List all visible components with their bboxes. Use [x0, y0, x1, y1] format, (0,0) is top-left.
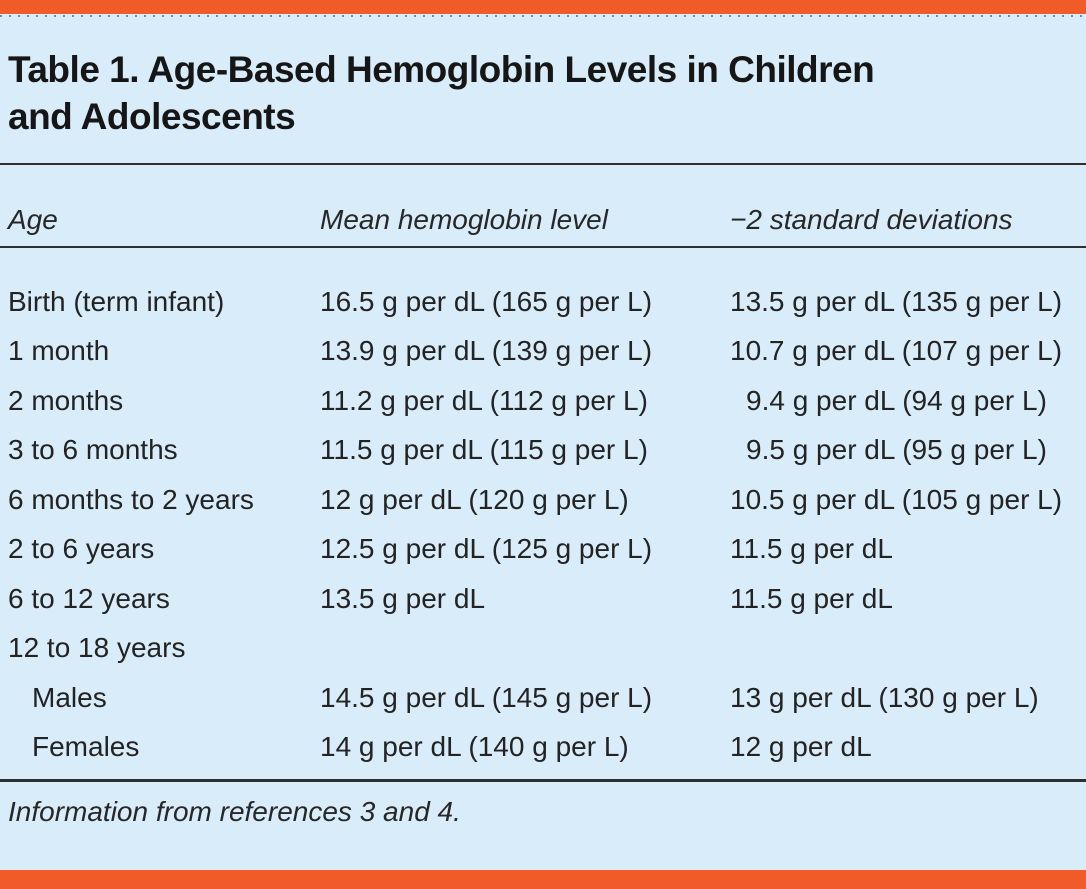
mean-cell: 14.5 g per dL (145 g per L): [320, 681, 653, 713]
column-header-age: Age: [8, 204, 58, 235]
table-title-line-1: Table 1. Age-Based Hemoglobin Levels in …: [8, 49, 875, 90]
minus-2sd-cell: 10.5 g per dL (105 g per L): [730, 483, 1063, 515]
minus-2sd-cell: 13 g per dL (130 g per L): [730, 681, 1039, 713]
mean-cell: 13.5 g per dL: [320, 582, 486, 614]
minus-2sd-cell: 13.5 g per dL (135 g per L): [730, 285, 1063, 317]
age-cell: 6 months to 2 years: [8, 483, 254, 515]
mean-cell: 16.5 g per dL (165 g per L): [320, 285, 653, 317]
bottom-accent-bar: [0, 870, 1086, 889]
table-row-6-to-12-years: 6 to 12 years 13.5 g per dL 11.5 g per d…: [0, 574, 1086, 624]
table-row-2-months: 2 months 11.2 g per dL (112 g per L) 9.4…: [0, 376, 1086, 426]
header-divider: [0, 246, 1086, 248]
column-header-minus-2sd: −2 standard deviations: [730, 204, 1013, 235]
minus-2sd-cell: 11.5 g per dL: [730, 533, 893, 565]
source-footnote: Information from references 3 and 4.: [8, 796, 461, 827]
age-cell: 2 months: [8, 384, 124, 416]
mean-cell: 14 g per dL (140 g per L): [320, 731, 629, 763]
mean-cell: 11.5 g per dL (115 g per L): [320, 434, 648, 466]
age-cell: Males: [32, 681, 107, 713]
minus-2sd-cell: 9.4 g per dL (94 g per L): [746, 384, 1047, 416]
mean-cell: 11.2 g per dL (112 g per L): [320, 384, 648, 416]
table-body: Birth (term infant) 16.5 g per dL (165 g…: [0, 277, 1086, 772]
table-row-birth: Birth (term infant) 16.5 g per dL (165 g…: [0, 277, 1086, 327]
table-row-males: Males 14.5 g per dL (145 g per L) 13 g p…: [0, 673, 1086, 723]
top-dotted-line: [0, 15, 1086, 17]
title-divider: [0, 163, 1086, 165]
minus-2sd-cell: 12 g per dL: [730, 731, 872, 763]
minus-2sd-cell: 9.5 g per dL (95 g per L): [746, 434, 1047, 466]
table-title-line-2: and Adolescents: [8, 96, 296, 137]
minus-2sd-cell: 11.5 g per dL: [730, 582, 893, 614]
age-cell: Females: [32, 731, 140, 763]
top-accent-bar: [0, 0, 1086, 14]
column-header-mean-hemoglobin: Mean hemoglobin level: [320, 204, 608, 235]
minus-2sd-cell: 10.7 g per dL (107 g per L): [730, 335, 1063, 367]
table-row-12-to-18-years: 12 to 18 years: [0, 624, 1086, 674]
table-row-3-to-6-months: 3 to 6 months 11.5 g per dL (115 g per L…: [0, 426, 1086, 476]
age-cell: Birth (term infant): [8, 285, 225, 317]
table-row-1-month: 1 month 13.9 g per dL (139 g per L) 10.7…: [0, 327, 1086, 377]
age-cell: 12 to 18 years: [8, 632, 186, 664]
mean-cell: 13.9 g per dL (139 g per L): [320, 335, 653, 367]
mean-cell: 12.5 g per dL (125 g per L): [320, 533, 653, 565]
footnote-divider: [0, 779, 1086, 782]
table-row-6-months-to-2-years: 6 months to 2 years 12 g per dL (120 g p…: [0, 475, 1086, 525]
age-cell: 6 to 12 years: [8, 582, 170, 614]
table-title: Table 1. Age-Based Hemoglobin Levels in …: [8, 46, 1008, 140]
table-header-row: Age Mean hemoglobin level −2 standard de…: [0, 205, 1086, 235]
mean-cell: 12 g per dL (120 g per L): [320, 483, 629, 515]
table-row-females: Females 14 g per dL (140 g per L) 12 g p…: [0, 723, 1086, 773]
table-row-2-to-6-years: 2 to 6 years 12.5 g per dL (125 g per L)…: [0, 525, 1086, 575]
age-cell: 3 to 6 months: [8, 434, 178, 466]
age-cell: 1 month: [8, 335, 110, 367]
age-cell: 2 to 6 years: [8, 533, 155, 565]
